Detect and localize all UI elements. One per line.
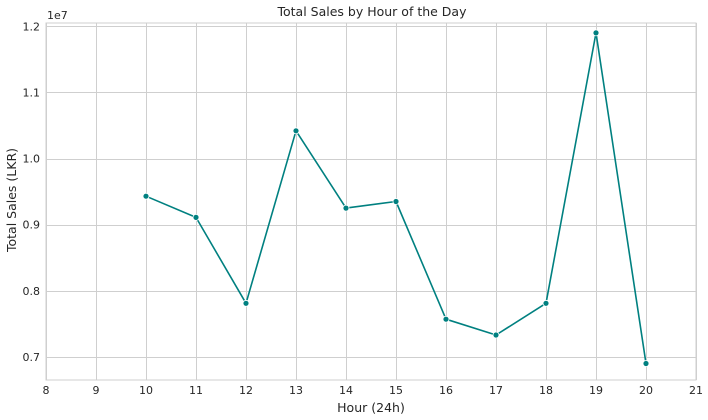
y-scale-label: 1e7 bbox=[47, 9, 68, 22]
x-tick-label: 17 bbox=[489, 384, 503, 397]
plot-frame bbox=[45, 22, 697, 381]
y-axis-label: Total Sales (LKR) bbox=[4, 148, 19, 253]
data-point bbox=[642, 360, 650, 367]
data-point bbox=[142, 192, 150, 200]
x-tick-label: 11 bbox=[189, 384, 203, 397]
y-tick-label: 1.2 bbox=[23, 20, 41, 33]
data-point bbox=[192, 213, 200, 221]
data-point bbox=[592, 29, 600, 37]
series-layer bbox=[142, 29, 650, 367]
y-tick-label: 0.8 bbox=[23, 285, 41, 298]
data-point bbox=[542, 299, 550, 307]
y-tick-label: 1.0 bbox=[23, 153, 41, 166]
x-tick-label: 20 bbox=[639, 384, 653, 397]
x-tick-label: 18 bbox=[539, 384, 553, 397]
data-point bbox=[342, 204, 350, 212]
y-tick-label: 1.1 bbox=[23, 86, 41, 99]
tick-labels: 8 9 10 11 12 13 14 15 16 17 18 19 20 21 0.7 0.8 0.9 1.0 1.… bbox=[23, 20, 704, 397]
x-tick-label: 10 bbox=[139, 384, 153, 397]
data-point bbox=[392, 198, 400, 205]
x-tick-label: 15 bbox=[389, 384, 403, 397]
x-tick-label: 8 bbox=[43, 384, 50, 397]
x-tick-label: 9 bbox=[93, 384, 100, 397]
grid bbox=[46, 23, 697, 380]
x-tick-label: 12 bbox=[239, 384, 253, 397]
y-tick-label: 0.7 bbox=[23, 351, 41, 364]
x-tick-label: 13 bbox=[289, 384, 303, 397]
chart-title: Total Sales by Hour of the Day bbox=[277, 4, 468, 19]
data-point bbox=[442, 315, 450, 323]
x-tick-label: 19 bbox=[589, 384, 603, 397]
data-point bbox=[242, 299, 250, 307]
x-axis-label: Hour (24h) bbox=[337, 400, 405, 415]
x-tick-label: 14 bbox=[339, 384, 353, 397]
x-tick-label: 21 bbox=[689, 384, 703, 397]
y-tick-label: 0.9 bbox=[23, 219, 41, 232]
data-point bbox=[292, 127, 300, 135]
x-tick-label: 16 bbox=[439, 384, 453, 397]
data-point bbox=[492, 331, 500, 339]
